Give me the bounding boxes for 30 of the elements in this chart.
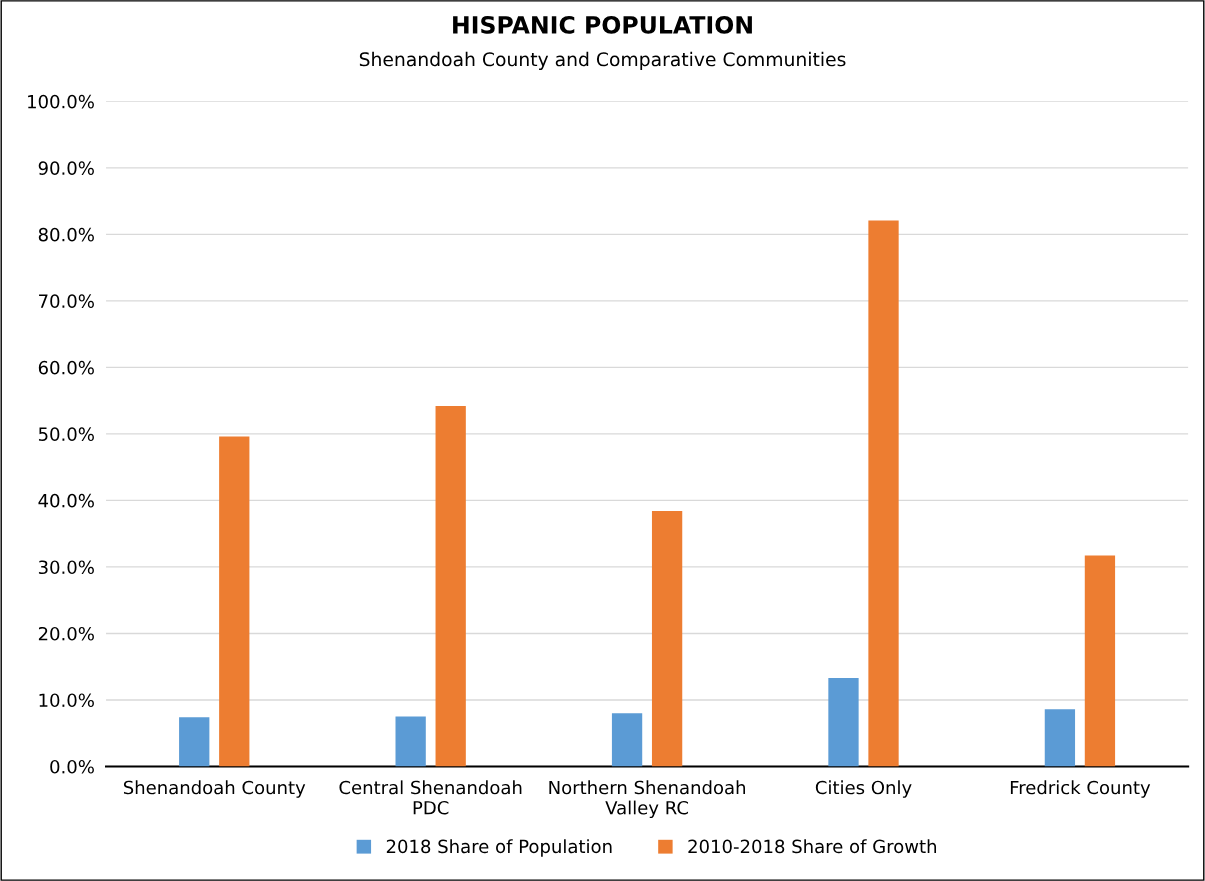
y-tick-label: 0.0% (50, 759, 94, 774)
y-tick-label: 60.0% (38, 360, 94, 375)
chart-title: HISPANIC POPULATION (453, 15, 752, 34)
y-tick-label: 10.0% (39, 693, 94, 708)
y-tick-label: 70.0% (39, 294, 94, 308)
bar (611, 713, 643, 767)
legend-label: 2010-2018 Share of Growth (688, 839, 937, 854)
bar (1084, 555, 1116, 767)
bar (219, 436, 250, 767)
chart-subtitle: Shenandoah County and Comparative Communities (359, 51, 846, 70)
x-tick-label: Shenandoah County (123, 780, 306, 798)
y-tick-label: 40.0% (38, 493, 94, 508)
bar (828, 678, 859, 767)
bar (395, 716, 426, 767)
x-tick-label: Cities Only (815, 780, 912, 798)
y-tick-label: 100.0% (28, 94, 94, 109)
x-tick-label: Fredrick County (1010, 780, 1151, 798)
y-tick-label: 50.0% (38, 427, 94, 442)
x-tick-label: Northern Shenandoah Valley RC (549, 780, 745, 819)
bar (651, 511, 683, 767)
bar (1044, 709, 1076, 767)
legend-label: 2018 Share of Population (386, 839, 612, 857)
x-tick-label: Central Shenandoah PDC (339, 780, 522, 815)
bar (435, 405, 466, 767)
y-tick-label: 30.0% (38, 560, 94, 575)
y-tick-label: 90.0% (38, 161, 94, 175)
bar (868, 220, 899, 767)
y-tick-label: 80.0% (38, 227, 94, 242)
y-tick-label: 20.0% (38, 626, 94, 641)
bar (179, 717, 210, 767)
